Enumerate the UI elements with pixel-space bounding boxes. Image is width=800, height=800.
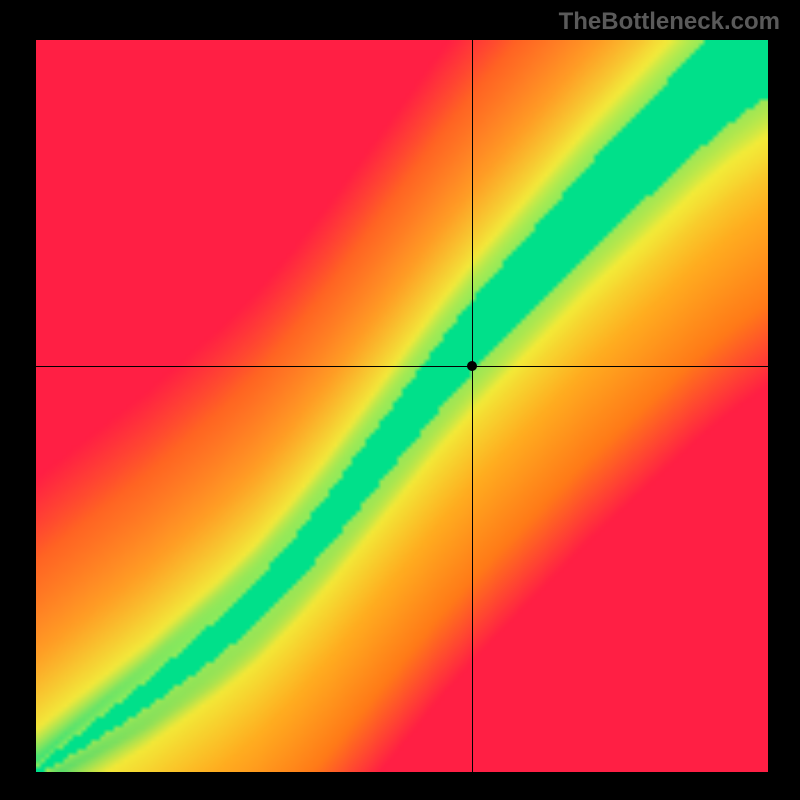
heatmap-canvas <box>36 40 768 772</box>
crosshair-horizontal <box>36 366 768 367</box>
heatmap-plot-area <box>36 40 768 772</box>
crosshair-marker-dot <box>467 361 477 371</box>
crosshair-vertical <box>472 40 473 772</box>
watermark-text: TheBottleneck.com <box>559 8 780 36</box>
